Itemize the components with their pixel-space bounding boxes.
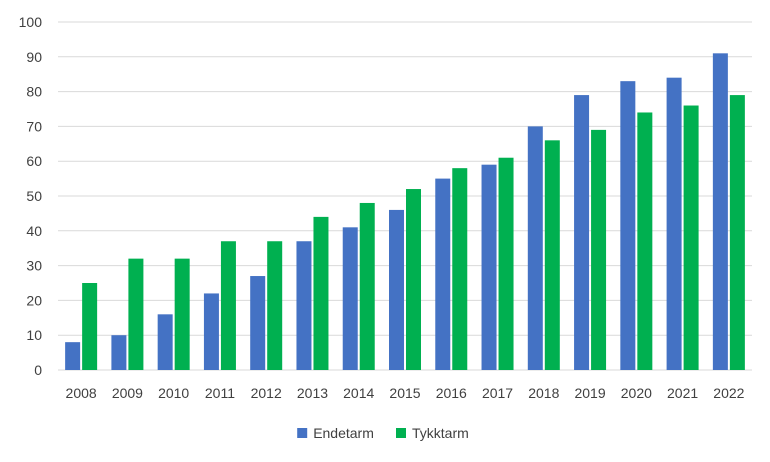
bar-tykktarm-2008 (82, 283, 98, 370)
x-tick-label: 2011 (205, 385, 235, 401)
bar-endetarm-2018 (527, 126, 543, 371)
y-tick-label: 80 (26, 84, 42, 100)
bar-endetarm-2020 (620, 81, 636, 370)
bar-endetarm-2016 (435, 178, 451, 370)
bar-endetarm-2010 (157, 314, 173, 370)
x-tick-label: 2012 (251, 385, 282, 401)
y-tick-label: 70 (26, 118, 42, 134)
bar-endetarm-2011 (203, 293, 219, 370)
bar-endetarm-2009 (111, 335, 127, 370)
gridlines (58, 21, 752, 371)
x-tick-label: 2013 (297, 385, 328, 401)
bar-endetarm-2022 (712, 53, 728, 370)
x-tick-label: 2016 (436, 385, 467, 401)
x-tick-label: 2021 (667, 385, 698, 401)
legend-swatch-endetarm (297, 428, 308, 438)
x-tick-label: 2009 (112, 385, 143, 401)
bar-tykktarm-2010 (174, 258, 190, 370)
bar-endetarm-2017 (481, 164, 497, 370)
legend-label-tykktarm: Tykktarm (412, 425, 469, 441)
legend: Endetarm Tykktarm (297, 425, 469, 441)
bars (65, 53, 745, 371)
x-tick-label: 2019 (574, 385, 605, 401)
x-tick-label: 2010 (158, 385, 189, 401)
legend-swatch-tykktarm (396, 428, 406, 438)
bar-tykktarm-2018 (544, 140, 560, 370)
x-tick-label: 2017 (482, 385, 513, 401)
x-tick-label: 2015 (389, 385, 420, 401)
bar-tykktarm-2022 (729, 95, 745, 370)
y-tick-label: 20 (26, 292, 42, 308)
y-tick-label: 30 (26, 258, 42, 274)
y-tick-label: 90 (26, 49, 42, 65)
y-tick-label: 60 (26, 153, 42, 169)
bar-tykktarm-2020 (637, 112, 653, 370)
bar-tykktarm-2019 (591, 129, 607, 370)
y-tick-label: 40 (26, 223, 42, 239)
y-tick-label: 10 (26, 327, 42, 343)
bar-endetarm-2012 (250, 276, 266, 370)
bar-tykktarm-2021 (683, 105, 699, 371)
bar-endetarm-2015 (389, 209, 404, 370)
bar-endetarm-2019 (574, 95, 590, 370)
bar-tykktarm-2014 (359, 202, 375, 370)
bar-endetarm-2013 (296, 241, 312, 370)
x-tick-label: 2014 (343, 385, 374, 401)
y-tick-label: 0 (34, 362, 42, 378)
x-tick-label: 2018 (528, 385, 559, 401)
x-tick-label: 2008 (66, 385, 97, 401)
bar-tykktarm-2016 (452, 168, 468, 370)
bar-tykktarm-2011 (220, 241, 236, 370)
bar-tykktarm-2017 (498, 157, 514, 370)
bar-tykktarm-2013 (313, 216, 329, 370)
bar-tykktarm-2009 (128, 258, 144, 370)
x-tick-label: 2022 (713, 385, 744, 401)
bar-tykktarm-2012 (267, 241, 283, 370)
x-tick-label: 2020 (621, 385, 652, 401)
bar-endetarm-2008 (65, 342, 81, 370)
x-axis: 2008 2009 2010 2011 2012 2013 2014 2015 2016 2017… (66, 385, 745, 401)
y-tick-label: 50 (26, 188, 42, 204)
bar-endetarm-2014 (342, 227, 358, 370)
y-axis: 0 10 20 30 40 50 60 70 80 90 100 (19, 14, 43, 378)
y-tick-label: 100 (19, 14, 43, 30)
legend-label-endetarm: Endetarm (313, 425, 374, 441)
bar-tykktarm-2015 (406, 189, 421, 370)
bar-endetarm-2021 (666, 77, 682, 371)
